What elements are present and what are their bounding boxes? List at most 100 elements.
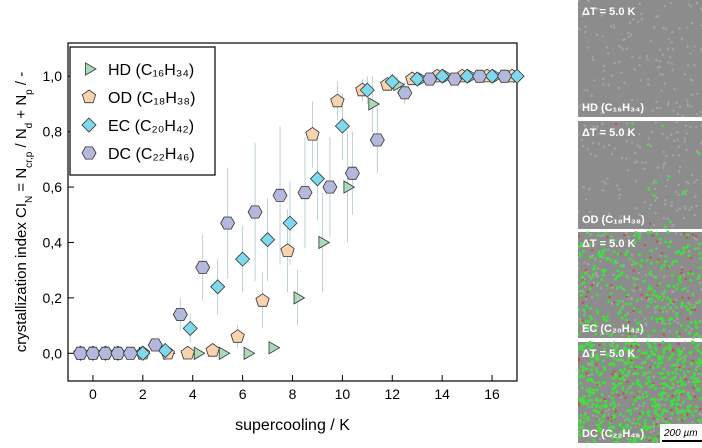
green-droplet bbox=[589, 368, 593, 372]
texture bbox=[612, 26, 616, 29]
green-droplet bbox=[681, 408, 685, 412]
green-droplet bbox=[603, 232, 607, 236]
green-droplet bbox=[668, 322, 672, 326]
green-droplet bbox=[670, 363, 674, 367]
red-droplet bbox=[606, 236, 609, 239]
green-droplet bbox=[656, 296, 660, 300]
green-droplet bbox=[578, 244, 581, 248]
texture bbox=[591, 240, 595, 243]
red-droplet bbox=[691, 232, 695, 236]
texture bbox=[690, 328, 693, 331]
green-droplet bbox=[691, 414, 695, 418]
texture bbox=[587, 374, 590, 377]
texture bbox=[690, 206, 693, 209]
green-droplet bbox=[690, 361, 694, 365]
red-droplet bbox=[652, 417, 655, 420]
green-droplet bbox=[590, 373, 594, 377]
green-droplet bbox=[636, 322, 640, 326]
green-droplet bbox=[627, 369, 631, 373]
texture bbox=[690, 173, 694, 177]
texture bbox=[605, 410, 608, 413]
green-droplet bbox=[586, 328, 590, 332]
green-droplet bbox=[696, 277, 700, 281]
green-droplet bbox=[650, 249, 654, 253]
green-droplet bbox=[683, 354, 687, 358]
green-droplet bbox=[624, 425, 628, 429]
red-droplet bbox=[640, 293, 643, 297]
texture bbox=[633, 68, 636, 71]
green-droplet bbox=[628, 409, 632, 413]
green-droplet bbox=[578, 285, 580, 289]
legend-marker bbox=[81, 117, 97, 133]
green-droplet bbox=[667, 284, 671, 288]
green-droplet bbox=[647, 413, 651, 417]
texture bbox=[591, 414, 595, 417]
green-droplet bbox=[678, 390, 682, 394]
texture bbox=[675, 209, 678, 212]
green-droplet bbox=[604, 400, 608, 404]
texture bbox=[584, 198, 588, 201]
texture bbox=[687, 380, 691, 384]
green-droplet bbox=[602, 331, 606, 335]
texture bbox=[667, 102, 670, 105]
green-droplet bbox=[648, 346, 652, 350]
texture bbox=[607, 413, 610, 416]
green-droplet bbox=[617, 382, 621, 386]
data-point bbox=[309, 171, 325, 187]
green-droplet bbox=[683, 416, 687, 420]
green-droplet bbox=[635, 356, 639, 360]
texture bbox=[617, 44, 621, 47]
x-tick-label: 6 bbox=[239, 386, 247, 402]
green-droplet bbox=[633, 371, 637, 375]
green-droplet bbox=[579, 321, 583, 325]
x-tick-label: 10 bbox=[335, 386, 351, 402]
green-droplet bbox=[643, 418, 647, 422]
green-droplet bbox=[595, 388, 599, 392]
green-droplet bbox=[677, 418, 681, 422]
green-droplet bbox=[633, 399, 637, 403]
texture bbox=[612, 341, 616, 344]
green-droplet bbox=[690, 340, 694, 344]
green-droplet bbox=[591, 402, 595, 406]
texture bbox=[681, 190, 685, 194]
texture bbox=[607, 408, 610, 411]
green-droplet bbox=[676, 360, 680, 364]
red-droplet bbox=[662, 333, 665, 336]
texture bbox=[687, 182, 690, 185]
green-droplet bbox=[613, 259, 617, 263]
green-droplet bbox=[588, 287, 592, 291]
texture bbox=[679, 403, 682, 407]
green-droplet bbox=[665, 383, 669, 387]
green-droplet bbox=[655, 294, 659, 298]
texture bbox=[683, 341, 687, 344]
green-droplet bbox=[639, 428, 643, 432]
texture bbox=[633, 161, 637, 164]
green-droplet bbox=[661, 355, 665, 359]
data-point bbox=[322, 180, 338, 194]
red-droplet bbox=[678, 365, 681, 369]
red-droplet bbox=[585, 268, 588, 272]
green-droplet bbox=[586, 404, 590, 408]
green-droplet bbox=[621, 371, 625, 375]
texture bbox=[578, 290, 581, 293]
green-droplet bbox=[637, 365, 641, 369]
texture bbox=[666, 48, 670, 51]
texture bbox=[675, 101, 678, 104]
green-droplet bbox=[633, 334, 637, 338]
red-droplet bbox=[600, 411, 604, 414]
red-droplet bbox=[627, 320, 631, 324]
red-droplet bbox=[632, 269, 636, 272]
texture bbox=[696, 92, 699, 95]
texture bbox=[687, 250, 691, 253]
texture bbox=[695, 238, 698, 241]
scale-bar: 200 µm bbox=[663, 428, 698, 439]
green-droplet bbox=[630, 361, 634, 365]
data-point bbox=[220, 216, 236, 230]
green-droplet bbox=[678, 357, 682, 361]
green-droplet bbox=[655, 320, 659, 324]
green-droplet bbox=[688, 310, 692, 314]
texture bbox=[695, 178, 698, 182]
green-droplet bbox=[642, 328, 646, 332]
red-droplet bbox=[594, 429, 597, 432]
